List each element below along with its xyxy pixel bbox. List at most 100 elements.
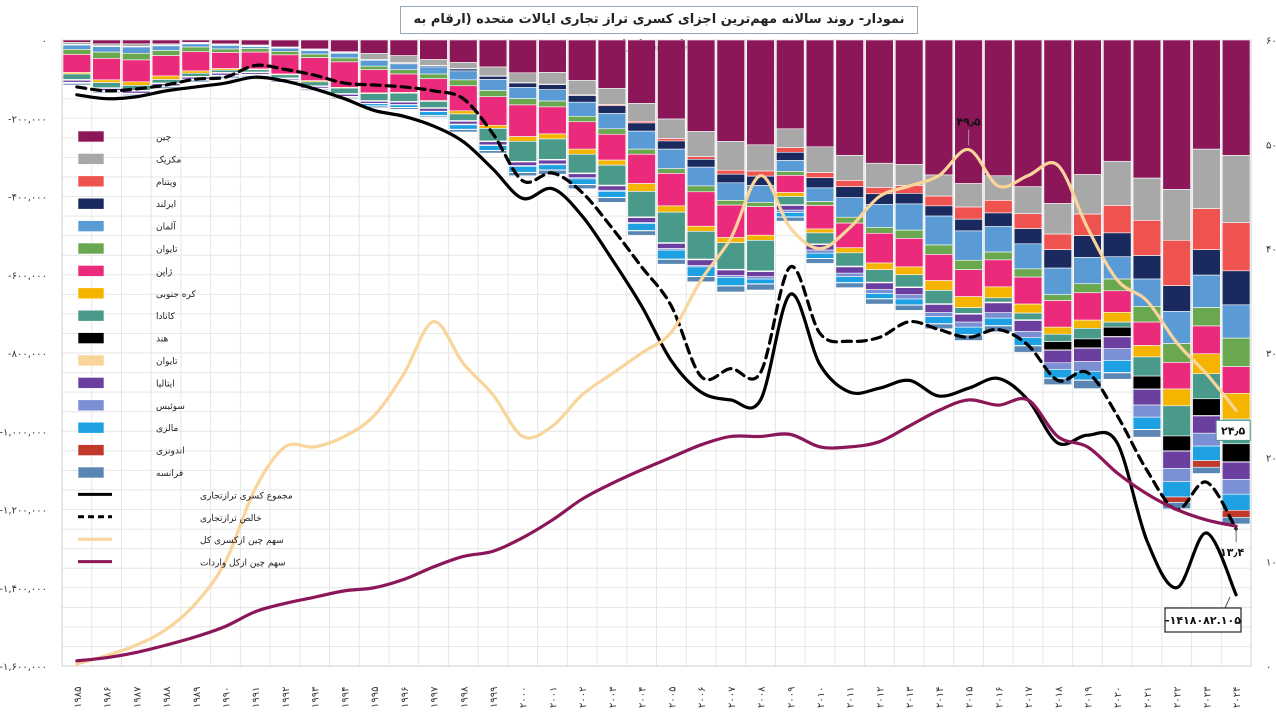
legend-swatch (77, 377, 105, 389)
bar-segment (330, 53, 359, 59)
right-axis: ۶۰ ۵۰ ۴۰ ۳۰ ۲۰ ۱۰ ۰ (1266, 36, 1276, 673)
bar-segment (805, 252, 835, 259)
bar-segment (805, 205, 835, 230)
legend-label: سهم چین ازکسری کل (200, 536, 284, 546)
bar-segment (62, 54, 92, 73)
bar-segment (776, 212, 805, 218)
bar-segment (389, 101, 419, 105)
end-share-label: ۲۴٫۵ (1221, 424, 1246, 437)
bar-segment (568, 153, 597, 174)
year-label: ۲۰۰۳ (608, 686, 619, 708)
bar-segment (1043, 39, 1072, 204)
bar-segment (568, 101, 597, 117)
bar-segment (894, 39, 924, 165)
bar-segment (954, 259, 983, 270)
bar-segment (389, 92, 419, 102)
bar-segment (1192, 325, 1221, 355)
bar-segment (241, 48, 270, 53)
bar-segment (954, 269, 983, 297)
bar-segment (776, 160, 805, 172)
bar-segment (538, 159, 567, 165)
bar-segment (1013, 268, 1043, 278)
bar-segment (359, 65, 389, 71)
year-label: ۱۹۹۸ (459, 686, 470, 708)
bar-segment (389, 63, 419, 71)
bar-segment (1192, 274, 1221, 308)
bar-segment (805, 232, 835, 245)
legend-label: ایتالیا (156, 379, 175, 389)
bar-segment (657, 249, 686, 260)
bar-segment (954, 334, 983, 341)
bar-segment (478, 141, 508, 146)
bar-segment (954, 321, 983, 328)
annotations: ۴۹٫۵ ۲۴٫۵ ۱۳٫۴ -۱۴۱۸۰۸۲.۱۰۵ (956, 116, 1251, 633)
bar-segment (478, 150, 508, 154)
bar-segment (924, 195, 954, 207)
year-label: ۲۰۱۸ (1054, 686, 1065, 708)
bar-segment (894, 304, 924, 311)
bar-segment (300, 57, 329, 81)
bar-segment (984, 297, 1013, 303)
bar-segment (835, 197, 864, 218)
bar-segment (627, 39, 656, 104)
bar-segment (835, 155, 864, 181)
bar-segment (1043, 294, 1072, 301)
year-label: ۲۰۰۹ (786, 687, 797, 708)
left-tick-label: -۱,۰۰۰,۰۰۰ (0, 427, 47, 438)
bar-segment (478, 124, 508, 129)
bar-segment (92, 39, 121, 45)
legend-swatch (77, 399, 105, 412)
bar-segment (894, 203, 924, 231)
bar-segment (746, 283, 775, 291)
bar-segment (805, 228, 835, 234)
bar-segment (686, 131, 716, 157)
chart-title: نمودار- روند سالانه مهم‌ترین اجزای کسری … (400, 6, 918, 53)
bar-segment (508, 141, 537, 162)
bar-segment (657, 205, 686, 213)
bar-segment (92, 82, 121, 89)
bar-segment (627, 148, 656, 155)
bar-segment (984, 259, 1013, 288)
bar-segment (776, 39, 805, 130)
bar-segment (835, 39, 864, 156)
bar-segment (419, 101, 448, 108)
bar-segment (657, 138, 686, 142)
bar-segment (211, 69, 240, 73)
legend-label: تایوان (156, 357, 178, 367)
bar-segment (746, 234, 775, 241)
year-label: ۱۹۸۶ (103, 687, 114, 708)
bar-segment (508, 136, 537, 142)
bar-segment (865, 232, 894, 264)
left-tick-label: -۶۰۰,۰۰۰ (8, 271, 47, 282)
year-label: ۲۰۲۰ (1113, 687, 1124, 708)
year-label: ۲۰۱۰ (816, 687, 827, 708)
bar-segment (122, 46, 151, 54)
bar-segment (924, 323, 954, 330)
bar-segment (419, 66, 448, 75)
bar-segment (716, 242, 745, 270)
bar-segment (151, 55, 181, 77)
right-tick-label: ۰ (1266, 662, 1271, 673)
line-series (75, 63, 1238, 666)
bar-segment (359, 60, 389, 67)
bar-segment (211, 45, 240, 50)
bar-segment (449, 121, 478, 125)
bar-segment (984, 212, 1013, 227)
bar-segment (746, 276, 775, 280)
bar-segment (359, 39, 389, 54)
bar-segment (1073, 319, 1102, 329)
bar-segment (478, 76, 508, 80)
bar-segment (449, 129, 478, 133)
net-balance-line (75, 63, 1238, 531)
year-label: ۲۰۱۷ (1024, 686, 1035, 708)
bar-segment (1192, 445, 1221, 461)
left-axis: ۰ -۲۰۰,۰۰۰ -۴۰۰,۰۰۰ -۶۰۰,۰۰۰ -۸۰۰,۰۰۰ -۱,۰۰۰,… (0, 36, 47, 673)
bar-segment (627, 230, 656, 236)
year-label: ۲۰۲۳ (1202, 686, 1213, 708)
bar-segment (270, 51, 300, 56)
bar-segment (835, 252, 864, 267)
bar-segment (419, 108, 448, 112)
bar-segment (300, 39, 329, 50)
bar-segment (865, 298, 894, 305)
bar-segment (746, 144, 775, 172)
